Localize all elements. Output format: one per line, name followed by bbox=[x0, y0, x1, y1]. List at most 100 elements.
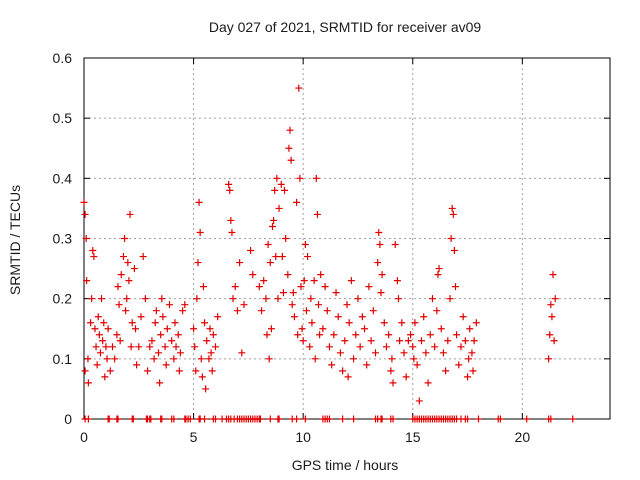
data-point bbox=[195, 198, 203, 206]
data-point bbox=[104, 325, 112, 333]
data-point bbox=[271, 186, 279, 194]
data-point bbox=[255, 283, 263, 291]
data-point bbox=[155, 349, 163, 357]
data-point bbox=[130, 265, 138, 273]
data-point bbox=[152, 307, 160, 315]
data-point bbox=[146, 343, 154, 351]
data-point bbox=[191, 343, 199, 351]
data-point bbox=[279, 289, 287, 297]
data-point bbox=[108, 343, 116, 351]
data-point bbox=[212, 415, 219, 423]
data-point bbox=[378, 271, 386, 279]
data-point bbox=[274, 295, 282, 303]
data-point bbox=[263, 331, 271, 339]
data-point bbox=[275, 415, 283, 423]
data-point bbox=[270, 216, 278, 224]
data-point bbox=[426, 331, 434, 339]
data-point bbox=[91, 325, 99, 333]
data-point bbox=[319, 325, 327, 333]
data-point bbox=[116, 337, 124, 345]
data-point bbox=[418, 337, 426, 345]
data-point bbox=[209, 331, 217, 339]
data-point bbox=[312, 174, 320, 182]
data-point bbox=[297, 283, 305, 291]
data-point bbox=[398, 319, 406, 327]
data-point bbox=[132, 325, 140, 333]
data-point bbox=[323, 307, 331, 315]
data-point bbox=[389, 415, 397, 423]
y-tick-label: 0.2 bbox=[53, 291, 73, 307]
y-tick-label: 0.4 bbox=[53, 170, 73, 186]
data-point bbox=[287, 156, 295, 164]
x-axis-label: GPS time / hours bbox=[292, 457, 399, 473]
data-point bbox=[341, 337, 349, 345]
data-point bbox=[194, 259, 202, 267]
data-point bbox=[550, 337, 558, 345]
data-point bbox=[170, 415, 178, 423]
data-point bbox=[468, 349, 476, 357]
data-point bbox=[106, 367, 114, 375]
data-point bbox=[82, 235, 90, 242]
data-point bbox=[453, 331, 461, 339]
data-point bbox=[551, 295, 559, 303]
data-point bbox=[147, 415, 155, 423]
data-point bbox=[461, 337, 469, 345]
data-point bbox=[298, 325, 306, 333]
data-point bbox=[240, 301, 248, 309]
data-point bbox=[310, 277, 318, 285]
data-point bbox=[124, 259, 132, 267]
data-point bbox=[293, 198, 301, 206]
data-point bbox=[446, 295, 454, 303]
data-point bbox=[466, 325, 474, 333]
data-point bbox=[226, 186, 234, 194]
data-point bbox=[208, 367, 216, 375]
data-point bbox=[141, 295, 149, 303]
data-point bbox=[313, 210, 321, 218]
data-point bbox=[275, 204, 283, 212]
data-point bbox=[170, 355, 178, 363]
data-point bbox=[377, 289, 385, 297]
data-point bbox=[196, 228, 204, 236]
data-point bbox=[300, 277, 308, 285]
data-point bbox=[139, 253, 147, 261]
data-point bbox=[225, 180, 233, 188]
data-point bbox=[156, 379, 164, 387]
data-point bbox=[114, 283, 122, 291]
data-point bbox=[231, 283, 239, 291]
data-point bbox=[354, 295, 362, 303]
data-point bbox=[363, 361, 371, 369]
data-point bbox=[334, 313, 342, 321]
data-point bbox=[202, 385, 210, 393]
data-point bbox=[94, 313, 102, 321]
data-point bbox=[171, 319, 179, 327]
data-point bbox=[449, 210, 457, 218]
chart-title: Day 027 of 2021, SRMTID for receiver av0… bbox=[209, 19, 482, 35]
data-point bbox=[101, 373, 109, 381]
data-point bbox=[444, 337, 452, 345]
data-point bbox=[332, 289, 340, 297]
chart-grid bbox=[84, 58, 610, 419]
x-tick-label: 20 bbox=[515, 429, 531, 445]
data-point bbox=[413, 361, 421, 369]
data-point bbox=[266, 415, 274, 423]
data-point bbox=[459, 313, 467, 321]
data-point bbox=[547, 415, 555, 423]
data-point bbox=[144, 367, 152, 375]
data-point bbox=[396, 337, 404, 345]
data-point bbox=[95, 331, 103, 339]
data-point bbox=[317, 271, 325, 279]
x-tick-label: 5 bbox=[190, 429, 198, 445]
data-point bbox=[272, 253, 280, 261]
data-point bbox=[304, 253, 312, 261]
data-point bbox=[168, 337, 176, 345]
data-point bbox=[286, 126, 294, 134]
data-point bbox=[159, 313, 167, 321]
data-point bbox=[437, 325, 445, 333]
data-point bbox=[382, 343, 390, 351]
data-point bbox=[83, 277, 91, 285]
data-point bbox=[135, 343, 143, 351]
data-point bbox=[457, 343, 465, 351]
data-point bbox=[361, 325, 369, 333]
data-point bbox=[150, 355, 158, 363]
data-point bbox=[100, 319, 108, 327]
